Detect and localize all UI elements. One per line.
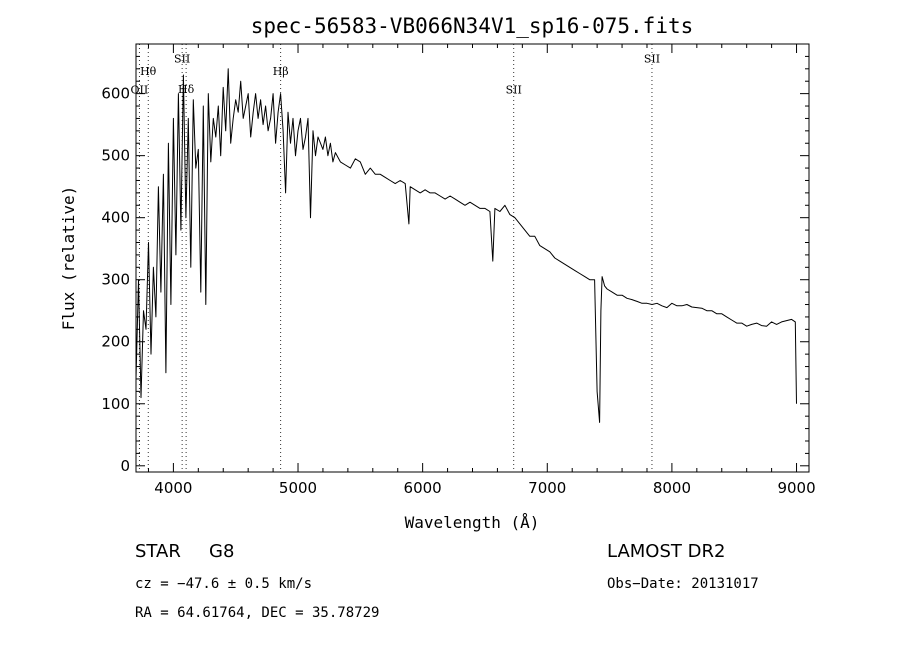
- spectral-line-label: SII: [506, 84, 522, 97]
- x-tick-label: 4000: [154, 479, 192, 497]
- axis-ticks: 4000 5000 6000 7000 8000 9000 0 100 200 300 400 500…: [101, 44, 816, 497]
- object-subclass: G8: [209, 541, 235, 562]
- spectral-line-markers: OII Hθ SII Hδ Hβ SII SII: [131, 44, 660, 472]
- chart-title: spec-56583-VB066N34V1_sp16-075.fits: [251, 14, 694, 38]
- ra-dec-coordinates: RA = 64.61764, DEC = 35.78729: [135, 605, 380, 621]
- y-tick-label: 200: [101, 333, 130, 351]
- redshift-cz: cz = −47.6 ± 0.5 km/s: [135, 576, 313, 592]
- x-tick-label: 5000: [279, 479, 317, 497]
- spectral-line-label: Hθ: [140, 65, 157, 78]
- y-axis-label: Flux (relative): [59, 186, 78, 331]
- y-tick-label: 300: [101, 271, 130, 289]
- y-tick-label: 600: [101, 85, 130, 103]
- x-tick-label: 6000: [404, 479, 442, 497]
- spectral-line-label: OII: [131, 84, 149, 97]
- spectral-line-label: SII: [174, 53, 190, 66]
- x-axis-label: Wavelength (Å): [405, 513, 540, 532]
- spectral-line-label: Hβ: [273, 65, 289, 78]
- y-tick-label: 100: [101, 395, 130, 413]
- y-tick-label: 500: [101, 147, 130, 165]
- x-tick-label: 7000: [528, 479, 566, 497]
- y-tick-label: 0: [120, 457, 130, 475]
- spectrum-series-line: [135, 68, 797, 423]
- observation-date: Obs−Date: 20131017: [607, 576, 759, 592]
- x-tick-label: 8000: [653, 479, 691, 497]
- survey-name: LAMOST DR2: [607, 541, 726, 562]
- y-tick-label: 400: [101, 209, 130, 227]
- x-tick-label: 9000: [777, 479, 815, 497]
- object-class: STAR: [135, 541, 181, 562]
- spectral-line-label: Hδ: [178, 83, 195, 96]
- spectral-line-label: SII: [644, 53, 660, 66]
